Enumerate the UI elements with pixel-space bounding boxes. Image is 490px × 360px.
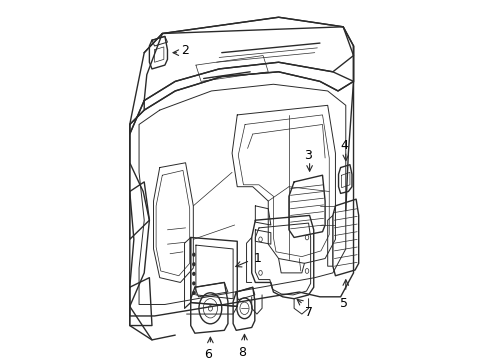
Circle shape bbox=[193, 282, 195, 285]
Circle shape bbox=[193, 273, 195, 275]
Circle shape bbox=[193, 292, 195, 294]
Text: 8: 8 bbox=[239, 346, 246, 359]
Text: 2: 2 bbox=[181, 44, 189, 57]
Text: 4: 4 bbox=[340, 139, 348, 152]
Text: 1: 1 bbox=[254, 252, 262, 265]
Text: 3: 3 bbox=[304, 149, 312, 162]
Circle shape bbox=[193, 253, 195, 256]
Text: 5: 5 bbox=[340, 297, 348, 310]
Circle shape bbox=[193, 263, 195, 266]
Text: 7: 7 bbox=[305, 306, 314, 319]
Text: 6: 6 bbox=[204, 347, 212, 360]
